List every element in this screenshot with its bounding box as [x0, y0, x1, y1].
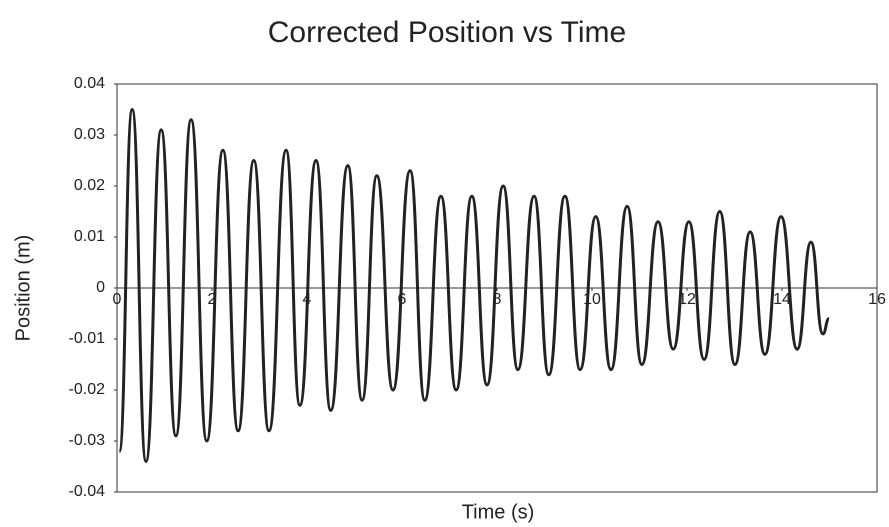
x-tick-label: 16	[868, 291, 886, 308]
x-tick-label: 10	[583, 291, 601, 308]
y-axis-label: Position (m)	[12, 235, 34, 342]
y-tick-label: 0.04	[74, 75, 105, 92]
x-tick-label: 14	[773, 291, 791, 308]
y-tick-label: 0.03	[74, 126, 105, 143]
x-tick-label: 2	[208, 291, 217, 308]
y-tick-label: 0.01	[74, 228, 105, 245]
y-tick-label: -0.01	[69, 330, 106, 347]
x-tick-label: 12	[678, 291, 696, 308]
y-tick-label: -0.04	[69, 483, 106, 500]
line-series	[117, 108, 830, 463]
y-tick-label: 0.02	[74, 177, 105, 194]
x-tick-label: 0	[113, 291, 122, 308]
chart-title: Corrected Position vs Time	[268, 16, 626, 49]
x-tick-label: 8	[493, 291, 502, 308]
y-tick-label: -0.02	[69, 381, 106, 398]
y-tick-label: 0	[96, 279, 105, 296]
y-tick-label: -0.03	[69, 432, 106, 449]
x-axis-label: Time (s)	[462, 501, 535, 523]
